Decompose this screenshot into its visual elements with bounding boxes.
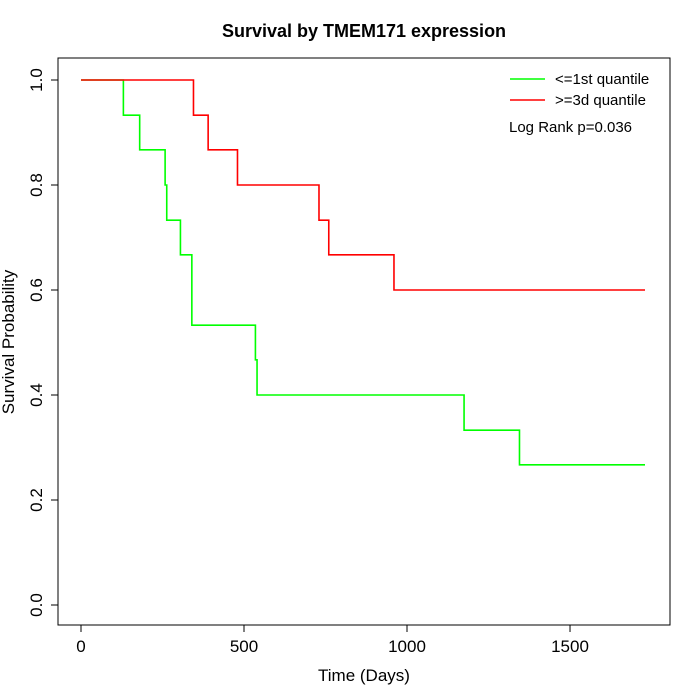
y-axis: 0.0 0.2 0.4 0.6 0.8 1.0 (27, 68, 59, 617)
chart-title: Survival by TMEM171 expression (222, 21, 506, 41)
x-tick-label: 0 (76, 637, 85, 656)
x-tick-label: 500 (230, 637, 258, 656)
y-tick-label: 0.2 (27, 488, 46, 512)
y-tick-label: 0.8 (27, 173, 46, 197)
survival-curve-high (81, 79, 645, 291)
x-tick-label: 1500 (551, 637, 589, 656)
legend-label: <=1st quantile (555, 71, 649, 88)
legend: <=1st quantile >=3d quantile (510, 71, 649, 109)
x-axis-label: Time (Days) (318, 666, 410, 685)
y-tick-label: 0.6 (27, 278, 46, 302)
y-tick-label: 0.4 (27, 383, 46, 407)
y-axis-label: Survival Probability (0, 269, 18, 414)
series-layer (81, 79, 645, 466)
x-axis: 0 500 1000 1500 (76, 624, 589, 656)
y-tick-label: 1.0 (27, 68, 46, 92)
x-tick-label: 1000 (388, 637, 426, 656)
y-tick-label: 0.0 (27, 593, 46, 617)
log-rank-annotation: Log Rank p=0.036 (509, 119, 632, 136)
legend-label: >=3d quantile (555, 92, 646, 109)
survival-curve-low (81, 79, 645, 466)
plot-frame (57, 57, 671, 626)
